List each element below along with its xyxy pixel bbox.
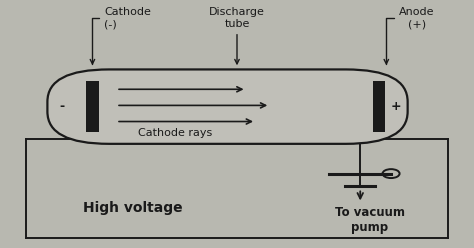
Text: -: - bbox=[59, 100, 64, 113]
Text: Anode
(+): Anode (+) bbox=[384, 7, 435, 64]
Bar bbox=[373, 81, 385, 132]
Bar bbox=[86, 81, 99, 132]
Text: Cathode rays: Cathode rays bbox=[138, 128, 212, 138]
Text: Discharge
tube: Discharge tube bbox=[209, 7, 265, 64]
Text: +: + bbox=[391, 100, 401, 113]
Text: Cathode
(-): Cathode (-) bbox=[90, 7, 151, 64]
Text: High voltage: High voltage bbox=[83, 201, 182, 215]
FancyBboxPatch shape bbox=[47, 69, 408, 144]
Text: To vacuum
pump: To vacuum pump bbox=[335, 206, 405, 234]
